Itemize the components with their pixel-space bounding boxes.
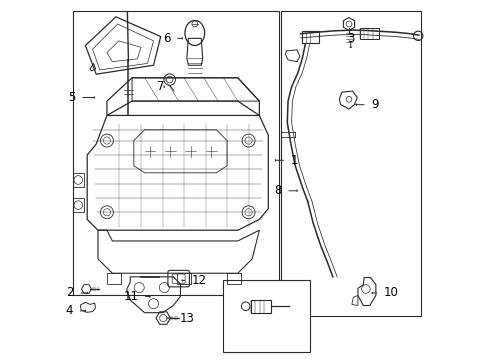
Text: 8: 8 bbox=[274, 184, 282, 197]
Text: 4: 4 bbox=[66, 305, 73, 318]
Text: 11: 11 bbox=[123, 290, 139, 303]
Text: 2: 2 bbox=[67, 287, 74, 300]
Text: 1: 1 bbox=[291, 154, 298, 167]
Bar bbox=[73, 173, 84, 187]
Text: 12: 12 bbox=[192, 274, 207, 287]
Text: 10: 10 bbox=[384, 287, 399, 300]
Bar bbox=[360, 28, 379, 39]
Text: 3: 3 bbox=[347, 32, 354, 45]
Bar bbox=[73, 198, 84, 212]
Text: 13: 13 bbox=[179, 311, 194, 325]
Bar bbox=[223, 280, 310, 352]
Text: 5: 5 bbox=[69, 91, 76, 104]
Bar bbox=[73, 12, 279, 295]
Text: 7: 7 bbox=[157, 80, 165, 93]
Bar bbox=[281, 12, 421, 316]
Text: 9: 9 bbox=[371, 98, 379, 111]
Text: 6: 6 bbox=[163, 32, 171, 45]
Bar bbox=[302, 31, 318, 43]
Bar bbox=[251, 300, 271, 313]
